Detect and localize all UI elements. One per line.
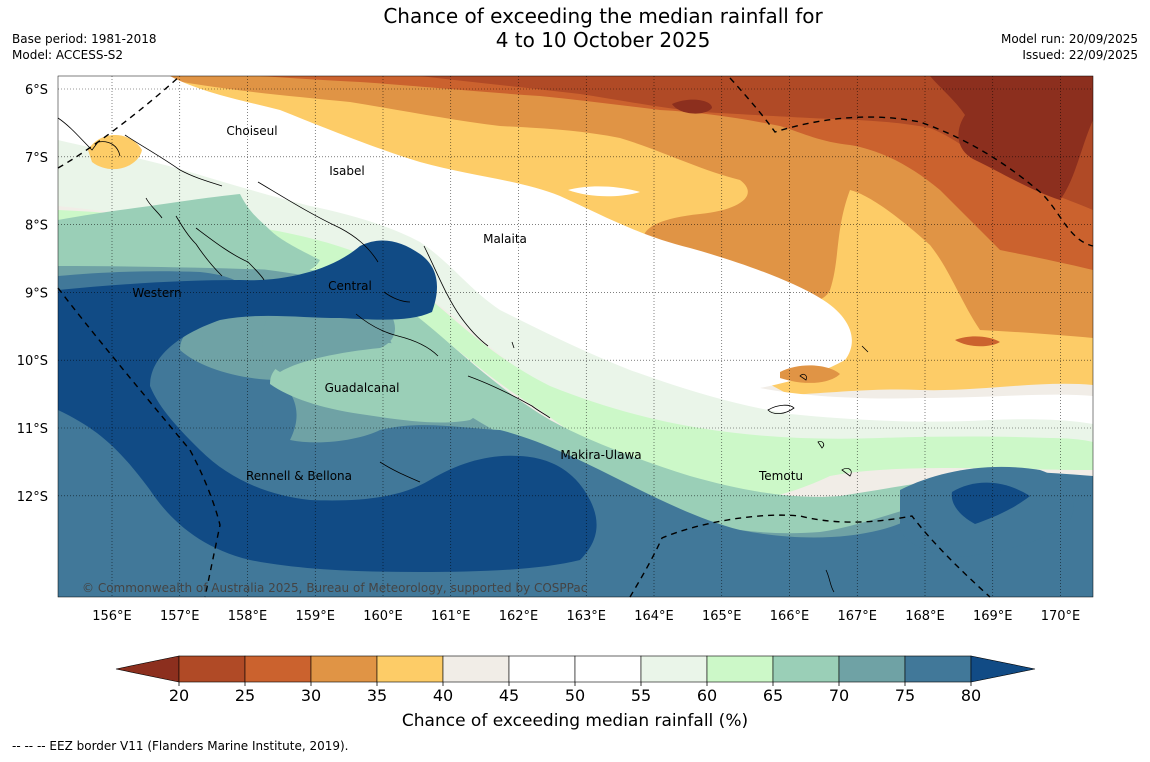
colorbar-tick: 55 — [631, 686, 651, 705]
place-makira-ulawa: Makira-Ulawa — [560, 448, 641, 462]
issued-date: Issued: 22/09/2025 — [1022, 48, 1138, 62]
title-line-2: 4 to 10 October 2025 — [495, 28, 711, 52]
lon-label: 163°E — [566, 609, 606, 624]
lat-label: 7°S — [25, 151, 48, 166]
model-run: Model run: 20/09/2025 — [1000, 32, 1138, 46]
colorbar-tick: 70 — [829, 686, 849, 705]
lon-label: 156°E — [92, 609, 132, 624]
longitude-labels: 156°E 157°E 158°E 159°E 160°E 161°E 162°E 163°E… — [92, 609, 1080, 624]
lon-label: 165°E — [702, 609, 742, 624]
colorbar-tick: 40 — [433, 686, 453, 705]
lon-label: 159°E — [295, 609, 335, 624]
title-line-1: Chance of exceeding the median rainfall … — [383, 4, 823, 28]
rainfall-field — [58, 76, 1093, 597]
colorbar-high-extension — [970, 655, 1036, 683]
colorbar-swatch — [838, 655, 906, 683]
colorbar-swatch — [574, 655, 642, 683]
colorbar-swatch — [640, 655, 708, 683]
colorbar-low-extension — [115, 655, 180, 683]
colorbar-tick: 60 — [697, 686, 717, 705]
lon-label: 157°E — [160, 609, 200, 624]
place-rennell-bellona: Rennell & Bellona — [246, 469, 352, 483]
colorbar-tick: 35 — [367, 686, 387, 705]
lon-label: 170°E — [1041, 609, 1081, 624]
lon-label: 164°E — [634, 609, 674, 624]
lat-label: 12°S — [17, 490, 48, 505]
meta-right: Model run: 20/09/2025 Issued: 22/09/2025 — [1001, 31, 1138, 63]
latitude-labels: 6°S 7°S 8°S 9°S 10°S 11°S 12°S — [17, 83, 48, 505]
colorbar-label: Chance of exceeding median rainfall (%) — [402, 711, 748, 731]
lat-label: 10°S — [17, 354, 48, 369]
lat-label: 8°S — [25, 219, 48, 234]
place-isabel: Isabel — [329, 164, 364, 178]
map-title: Chance of exceeding the median rainfall … — [0, 4, 1150, 52]
lon-label: 162°E — [499, 609, 539, 624]
place-central: Central — [328, 279, 372, 293]
place-malaita: Malaita — [483, 232, 527, 246]
map-frame — [57, 75, 1094, 598]
colorbar-tick: 30 — [301, 686, 321, 705]
lon-label: 158°E — [228, 609, 268, 624]
eez-border — [57, 75, 1094, 598]
colorbar-swatch — [310, 655, 378, 683]
lon-label: 167°E — [837, 609, 877, 624]
lat-label: 6°S — [25, 83, 48, 98]
place-guadalcanal: Guadalcanal — [325, 381, 400, 395]
colorbar-swatch — [178, 655, 246, 683]
eez-footnote: -- -- -- EEZ border V11 (Flanders Marine… — [12, 739, 349, 753]
place-labels: Choiseul Isabel Malaita Western Central … — [132, 124, 803, 483]
place-choiseul: Choiseul — [226, 124, 277, 138]
colorbar-swatch — [508, 655, 576, 683]
lat-label: 9°S — [25, 286, 48, 301]
lon-label: 161°E — [431, 609, 471, 624]
place-western: Western — [132, 286, 181, 300]
place-temotu: Temotu — [758, 469, 803, 483]
lon-label: 166°E — [770, 609, 810, 624]
colorbar-swatch — [772, 655, 840, 683]
meta-left: Base period: 1981-2018 Model: ACCESS-S2 — [12, 31, 157, 63]
colorbar-tick: 25 — [235, 686, 255, 705]
colorbar-swatch — [706, 655, 774, 683]
colorbar-tick: 65 — [763, 686, 783, 705]
colorbar-tick: 50 — [565, 686, 585, 705]
colorbar-tick: 45 — [499, 686, 519, 705]
colorbar-tick: 80 — [961, 686, 981, 705]
colorbar: 20 25 30 35 40 45 50 55 60 65 70 75 80 — [115, 655, 1036, 705]
lat-label: 11°S — [17, 422, 48, 437]
colorbar-tick: 20 — [169, 686, 189, 705]
lon-label: 169°E — [973, 609, 1013, 624]
colorbar-tick: 75 — [895, 686, 915, 705]
colorbar-swatch — [904, 655, 972, 683]
copyright-notice: © Commonwealth of Australia 2025, Bureau… — [82, 581, 587, 595]
colorbar-swatch — [442, 655, 510, 683]
colorbar-swatch — [376, 655, 444, 683]
colorbar-swatch — [244, 655, 312, 683]
lon-label: 160°E — [363, 609, 403, 624]
model-name: Model: ACCESS-S2 — [12, 48, 124, 62]
base-period: Base period: 1981-2018 — [12, 32, 157, 46]
lon-label: 168°E — [905, 609, 945, 624]
coastlines — [57, 117, 869, 593]
